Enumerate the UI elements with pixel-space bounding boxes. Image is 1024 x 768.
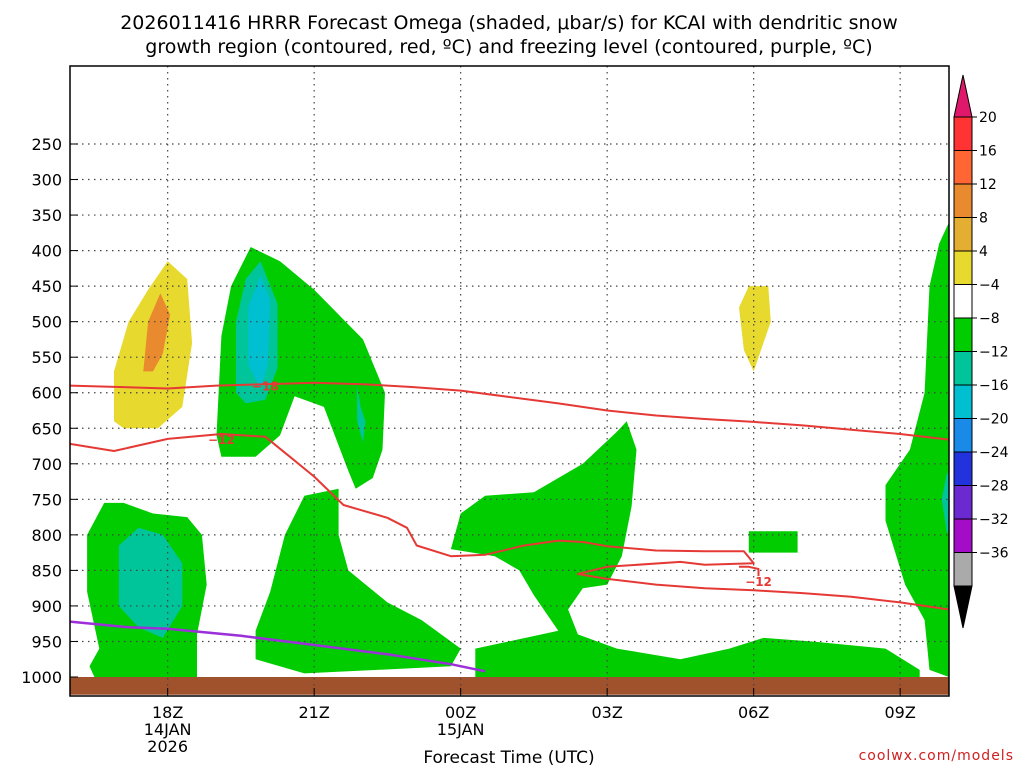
shade-sinking-motion-midlevel-inner xyxy=(248,275,271,390)
credit-text: coolwx.com/models xyxy=(859,748,1014,764)
colorbar-swatch-1 xyxy=(953,116,973,151)
colorbar-label-6: −4 xyxy=(979,278,1000,294)
colorbar-swatch-13 xyxy=(953,518,973,553)
x-tick-label-18Z-line2: 14JAN xyxy=(144,720,192,739)
colorbar-label-3: 12 xyxy=(979,177,997,193)
colorbar-swatch-14 xyxy=(953,552,973,587)
x-tick-label-00Z: 00Z xyxy=(445,703,476,722)
x-axis-label: Forecast Time (UTC) xyxy=(423,748,594,768)
y-tick-label-850: 850 xyxy=(31,561,62,580)
colorbar-swatch-10 xyxy=(953,418,973,453)
dgz-contour-minus12-label: −12 xyxy=(208,433,235,447)
chart-title-line2: growth region (contoured, red, ºC) and f… xyxy=(145,36,872,58)
y-tick-label-600: 600 xyxy=(31,384,62,403)
colorbar: 20 16 12 8 4 −4 −8 −12 −16 −20 −24 −28 −32 −36 xyxy=(953,74,1009,629)
colorbar-label-4: 8 xyxy=(979,211,988,227)
y-tick-label-900: 900 xyxy=(31,597,62,616)
y-tick-label-700: 700 xyxy=(31,455,62,474)
y-tick-label-950: 950 xyxy=(31,632,62,651)
shade-rising-motion-upper-left-core xyxy=(143,293,171,372)
y-tick-label-650: 650 xyxy=(31,419,62,438)
colorbar-swatch-7 xyxy=(953,317,973,352)
x-tick-label-03Z: 03Z xyxy=(592,703,623,722)
y-tick-label-1000: 1000 xyxy=(21,668,62,687)
colorbar-label-10: −20 xyxy=(979,412,1009,428)
x-tick-label-18Z-line3: 2026 xyxy=(147,737,188,756)
plot-area: −18 −12 −12 xyxy=(69,65,950,697)
colorbar-label-2: 16 xyxy=(979,144,997,160)
x-tick-label-18Z: 18Z xyxy=(152,703,183,722)
freezing-level-contour xyxy=(69,620,486,673)
shade-sinking-motion-small-patch xyxy=(748,531,798,553)
shade-ground xyxy=(70,677,949,695)
shade-sinking-motion-lowlevel-right xyxy=(450,421,920,677)
shade-sinking-motion-lowlevel-center xyxy=(255,488,461,674)
dgz-contour-minus12-pocket-label: −12 xyxy=(745,575,772,589)
colorbar-label-7: −8 xyxy=(979,311,1000,327)
colorbar-bottom-triangle xyxy=(953,585,973,629)
colorbar-label-14: −36 xyxy=(979,546,1009,562)
y-tick-label-750: 750 xyxy=(31,490,62,509)
shade-rising-motion-small-right xyxy=(739,286,771,372)
colorbar-label-8: −12 xyxy=(979,345,1009,361)
colorbar-swatch-8 xyxy=(953,351,973,386)
y-tick-label-550: 550 xyxy=(31,348,62,367)
x-tick-label-21Z: 21Z xyxy=(299,703,330,722)
colorbar-swatch-12 xyxy=(953,485,973,520)
colorbar-swatch-2 xyxy=(953,150,973,185)
shade-sinking-motion-right-edge-core xyxy=(941,470,949,535)
colorbar-label-11: −24 xyxy=(979,445,1009,461)
y-tick-label-400: 400 xyxy=(31,242,62,261)
dgz-contour-minus18-label: −18 xyxy=(252,380,279,394)
y-tick-label-500: 500 xyxy=(31,313,62,332)
y-tick-label-250: 250 xyxy=(31,135,62,154)
colorbar-label-13: −32 xyxy=(979,512,1009,528)
colorbar-swatch-3 xyxy=(953,183,973,218)
x-tick-label-06Z: 06Z xyxy=(738,703,769,722)
colorbar-swatch-6 xyxy=(953,284,973,319)
chart-title-line1: 2026011416 HRRR Forecast Omega (shaded, … xyxy=(120,12,898,34)
y-tick-label-800: 800 xyxy=(31,526,62,545)
dgz-contour-minus12-pocket xyxy=(739,565,760,577)
dgz-contour-minus18 xyxy=(69,381,950,441)
colorbar-label-1: 20 xyxy=(979,110,997,126)
x-tick-label-00Z-line2: 15JAN xyxy=(437,720,485,739)
colorbar-swatch-9 xyxy=(953,384,973,419)
colorbar-swatch-4 xyxy=(953,217,973,252)
colorbar-label-5: 4 xyxy=(979,244,988,260)
dgz-contour-minus12 xyxy=(69,433,950,611)
colorbar-label-12: −28 xyxy=(979,479,1009,495)
plot-frame xyxy=(69,65,950,697)
x-tick-label-09Z: 09Z xyxy=(885,703,916,722)
colorbar-swatch-11 xyxy=(953,451,973,486)
y-tick-label-300: 300 xyxy=(31,171,62,190)
colorbar-swatch-5 xyxy=(953,250,973,285)
colorbar-label-9: −16 xyxy=(979,378,1009,394)
shade-sinking-motion-lowlevel-left-core xyxy=(118,527,183,638)
y-tick-label-350: 350 xyxy=(31,206,62,225)
y-tick-label-450: 450 xyxy=(31,277,62,296)
colorbar-top-triangle xyxy=(953,74,973,118)
shade-sinking-motion-right-edge xyxy=(885,222,949,677)
